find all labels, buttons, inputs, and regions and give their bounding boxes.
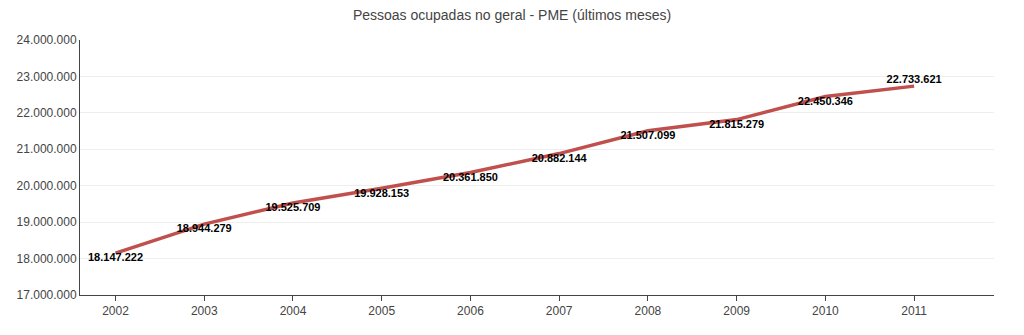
- svg-text:18.944.279: 18.944.279: [177, 222, 232, 234]
- svg-text:2004: 2004: [280, 304, 307, 318]
- svg-text:18.000.000: 18.000.000: [17, 252, 77, 266]
- svg-text:2002: 2002: [102, 304, 129, 318]
- svg-text:22.450.346: 22.450.346: [798, 95, 853, 107]
- svg-text:19.525.709: 19.525.709: [265, 201, 320, 213]
- svg-text:2010: 2010: [812, 304, 839, 318]
- svg-text:20.361.850: 20.361.850: [443, 171, 498, 183]
- svg-text:24.000.000: 24.000.000: [17, 33, 77, 47]
- svg-text:21.000.000: 21.000.000: [17, 142, 77, 156]
- svg-text:18.147.222: 18.147.222: [88, 251, 143, 263]
- svg-text:2007: 2007: [546, 304, 573, 318]
- svg-text:21.815.279: 21.815.279: [709, 118, 764, 130]
- svg-text:2011: 2011: [901, 304, 927, 318]
- svg-text:23.000.000: 23.000.000: [17, 70, 77, 84]
- svg-text:19.928.153: 19.928.153: [354, 187, 409, 199]
- svg-text:2009: 2009: [723, 304, 750, 318]
- svg-text:22.733.621: 22.733.621: [887, 73, 942, 85]
- svg-text:Pessoas ocupadas no geral - PM: Pessoas ocupadas no geral - PME (últimos…: [353, 7, 671, 23]
- svg-text:2006: 2006: [457, 304, 484, 318]
- svg-text:22.000.000: 22.000.000: [17, 106, 77, 120]
- svg-text:2003: 2003: [191, 304, 218, 318]
- svg-text:17.000.000: 17.000.000: [17, 288, 77, 302]
- svg-text:2008: 2008: [635, 304, 662, 318]
- svg-text:19.000.000: 19.000.000: [17, 215, 77, 229]
- svg-text:21.507.099: 21.507.099: [620, 129, 675, 141]
- svg-text:2005: 2005: [368, 304, 395, 318]
- svg-text:20.882.144: 20.882.144: [532, 152, 588, 164]
- svg-text:20.000.000: 20.000.000: [17, 179, 77, 193]
